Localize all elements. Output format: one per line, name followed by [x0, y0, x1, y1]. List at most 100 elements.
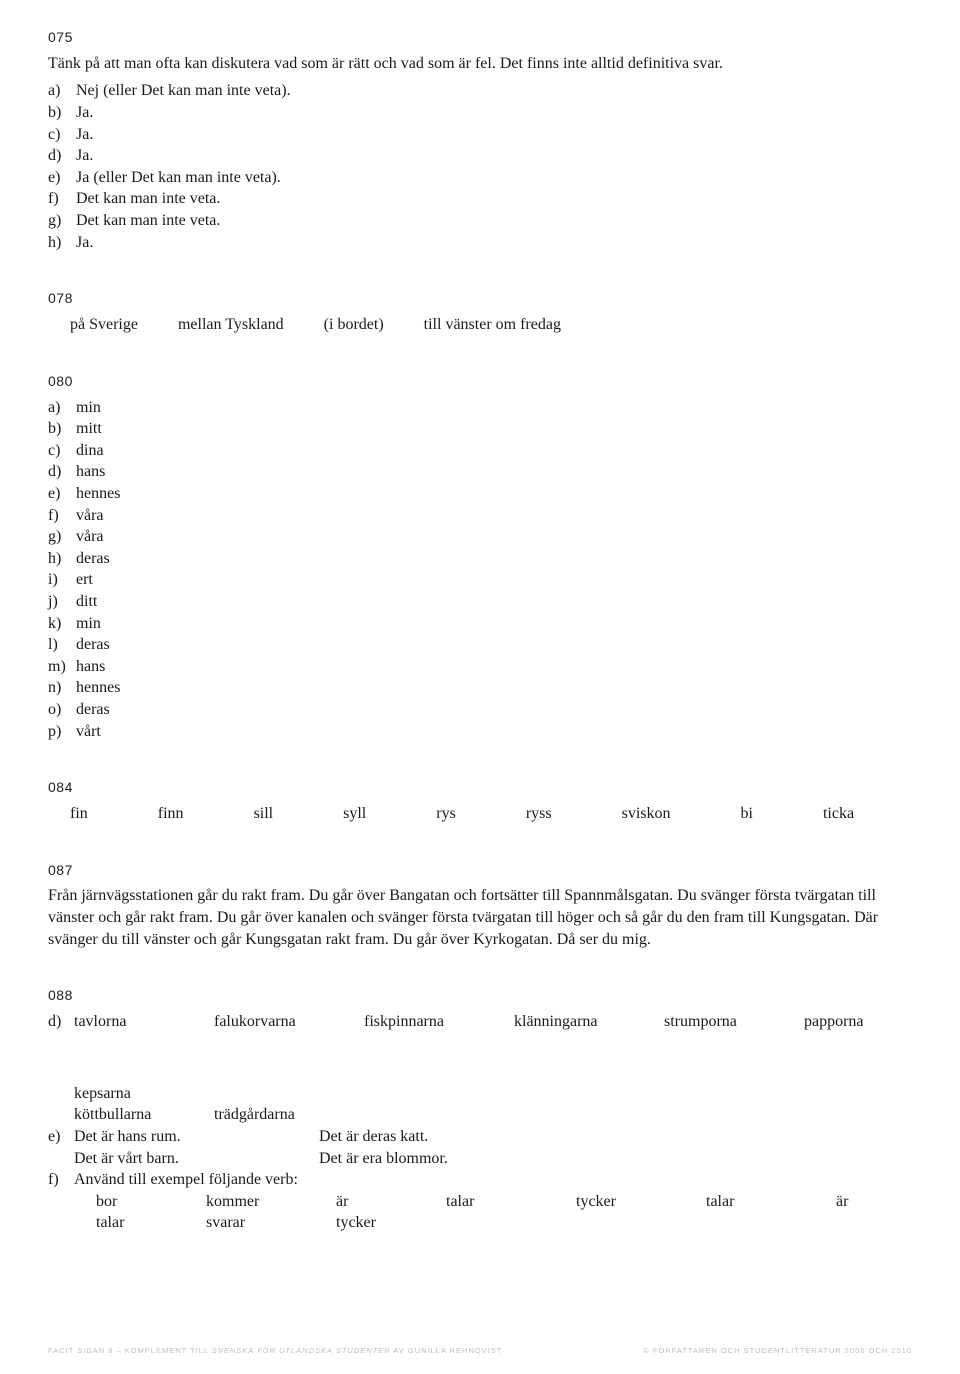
word: köttbullarna [74, 1104, 164, 1126]
list-item: f) Det kan man inte veta. [48, 188, 912, 210]
answer-list: a)Nej (eller Det kan man inte veta). b)J… [48, 80, 912, 253]
item-text: ditt [76, 591, 97, 613]
item-letter: f) [48, 505, 68, 527]
item-text: Det kan man inte veta. [76, 188, 220, 210]
list-item: b)Ja. [48, 102, 912, 124]
word: kommer [206, 1191, 286, 1213]
item-letter: l) [48, 634, 68, 656]
word: talar [706, 1191, 786, 1213]
item-d: d) tavlorna falukorvarna fiskpinnarna kl… [48, 1011, 912, 1126]
item-text: Ja (eller Det kan man inte veta). [76, 167, 281, 189]
item-text: Nej (eller Det kan man inte veta). [76, 80, 291, 102]
sentence-row: Det är hans rum. Det är deras katt. [74, 1126, 912, 1148]
list-item: k) min [48, 613, 912, 635]
item-text: vårt [76, 721, 101, 743]
word: papporna [804, 1011, 884, 1033]
item-letter: b) [48, 102, 68, 124]
item-letter: a) [48, 397, 68, 419]
item-letter: f) [48, 1169, 74, 1234]
cell: på Sverige [70, 314, 138, 336]
item-letter: k) [48, 613, 68, 635]
list-item: d)hans [48, 461, 912, 483]
page: 075 Tänk på att man ofta kan diskutera v… [0, 0, 960, 1374]
footer-right: © FÖRFATTAREN OCH STUDENTLITTERATUR 2006… [643, 1346, 912, 1356]
cell: till vänster om fredag [424, 314, 561, 336]
list-item: o)deras [48, 699, 912, 721]
item-text: mitt [76, 418, 102, 440]
section-078: 078 på Sverige mellan Tyskland (i bordet… [48, 289, 912, 335]
item-text: ert [76, 569, 93, 591]
item-letter: f) [48, 188, 68, 210]
list-item: l) deras [48, 634, 912, 656]
list-item: c)Ja. [48, 124, 912, 146]
section-number: 084 [48, 778, 912, 797]
item-letter: e) [48, 483, 68, 505]
sentence: Det är era blommor. [319, 1148, 912, 1170]
list-item: i) ert [48, 569, 912, 591]
word: rys [436, 803, 456, 825]
footer-left-em: SVENSKA FÖR UTLÄNDSKA STUDENTER [212, 1346, 391, 1355]
section-087: 087 Från järnvägsstationen går du rakt f… [48, 861, 912, 951]
word: fin [70, 803, 88, 825]
word: tavlorna [74, 1011, 164, 1033]
section-number: 080 [48, 372, 912, 391]
cell: (i bordet) [324, 314, 384, 336]
item-e: e) Det är hans rum. Det är deras katt. D… [48, 1126, 912, 1169]
word: svarar [206, 1212, 286, 1234]
item-letter: i) [48, 569, 68, 591]
word: trädgårdarna [214, 1104, 295, 1126]
item-text: min [76, 613, 101, 635]
list-item: d) Ja. [48, 145, 912, 167]
word: tycker [336, 1212, 376, 1234]
section-075: 075 Tänk på att man ofta kan diskutera v… [48, 28, 912, 253]
word: talar [446, 1191, 526, 1213]
list-item: b)mitt [48, 418, 912, 440]
intro-text: Använd till exempel följande verb: [74, 1169, 912, 1191]
item-letter: j) [48, 591, 68, 613]
item-text: Ja. [76, 145, 93, 167]
item-letter: a) [48, 80, 68, 102]
word: falukorvarna [214, 1011, 314, 1033]
item-letter: d) [48, 145, 68, 167]
item-text: Ja. [76, 232, 93, 254]
item-letter: m) [48, 656, 68, 678]
word: kepsarna [74, 1083, 131, 1105]
list-item: m)hans [48, 656, 912, 678]
item-letter: g) [48, 526, 68, 548]
inline-row: på Sverige mellan Tyskland (i bordet) ti… [48, 314, 912, 336]
item-text: dina [76, 440, 104, 462]
list-item: e) Ja (eller Det kan man inte veta). [48, 167, 912, 189]
item-letter: c) [48, 124, 68, 146]
list-item: a) Nej (eller Det kan man inte veta). [48, 80, 912, 102]
item-letter: g) [48, 210, 68, 232]
item-text: hennes [76, 677, 120, 699]
item-content: Använd till exempel följande verb: bor k… [74, 1169, 912, 1234]
list-item: a) min [48, 397, 912, 419]
word: finn [158, 803, 184, 825]
list-item: c)dina [48, 440, 912, 462]
word: bi [741, 803, 753, 825]
item-letter: e) [48, 167, 68, 189]
item-text: hennes [76, 483, 120, 505]
item-letter: n) [48, 677, 68, 699]
section-number: 088 [48, 986, 912, 1005]
word-row: fin finn sill syll rys ryss sviskon bi t… [48, 803, 912, 825]
answer-list: a) min b)mitt c)dina d)hans e) hennes f) vå… [48, 397, 912, 743]
list-item: g)Det kan man inte veta. [48, 210, 912, 232]
item-text: deras [76, 548, 110, 570]
section-084: 084 fin finn sill syll rys ryss sviskon … [48, 778, 912, 824]
section-number: 075 [48, 28, 912, 47]
section-080: 080 a) min b)mitt c)dina d)hans e) hennes … [48, 372, 912, 742]
word: tycker [576, 1191, 656, 1213]
item-text: min [76, 397, 101, 419]
sentence-row: Det är vårt barn. Det är era blommor. [74, 1148, 912, 1170]
word-row: tavlorna falukorvarna fiskpinnarna klänn… [74, 1011, 912, 1104]
word: sill [254, 803, 274, 825]
word: är [336, 1191, 396, 1213]
item-text: deras [76, 699, 110, 721]
section-intro: Tänk på att man ofta kan diskutera vad s… [48, 53, 912, 75]
item-text: deras [76, 634, 110, 656]
item-letter: p) [48, 721, 68, 743]
sentence: Det är vårt barn. [74, 1148, 319, 1170]
word: ryss [526, 803, 552, 825]
